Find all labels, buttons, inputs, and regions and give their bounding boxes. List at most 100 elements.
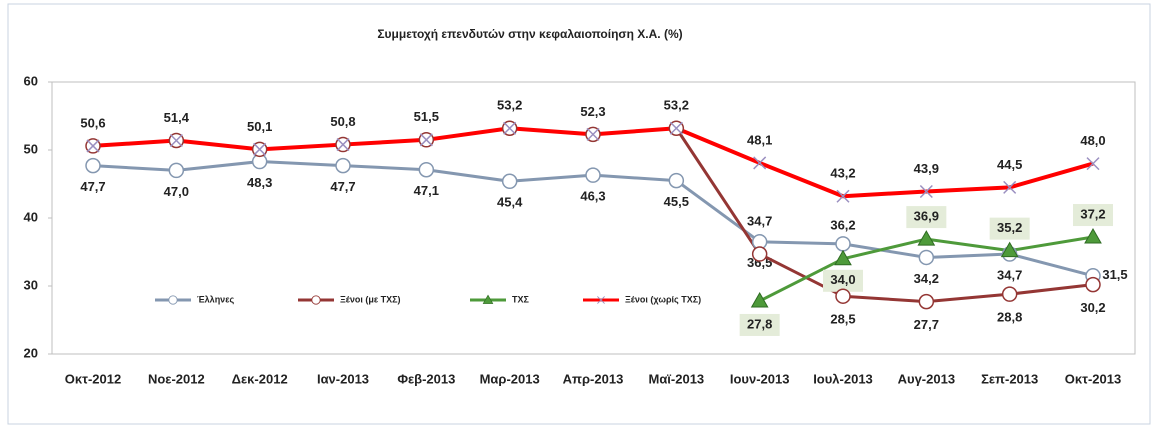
data-label: 50,6 — [80, 115, 105, 130]
data-label: 36,5 — [747, 255, 772, 270]
data-label: 36,9 — [914, 209, 939, 224]
label-box — [823, 269, 863, 292]
chart-title: Συμμετοχή επενδυτών στην κεφαλαιοποίηση … — [377, 27, 682, 41]
data-label: 37,2 — [1080, 206, 1105, 221]
data-label: 28,5 — [830, 312, 855, 327]
x-tick-label: Σεπ-2013 — [981, 371, 1038, 386]
label-box — [906, 206, 947, 229]
marker — [503, 121, 517, 135]
x-tick-label: Ιουλ-2013 — [813, 371, 873, 386]
marker — [1086, 157, 1100, 171]
marker — [168, 162, 185, 179]
data-label: 52,3 — [580, 104, 605, 119]
data-label: 28,8 — [997, 310, 1022, 325]
label-box — [739, 313, 780, 336]
x-tick-label: Μαρ-2013 — [480, 371, 540, 386]
data-label: 34,7 — [747, 213, 772, 228]
data-label: 34,2 — [914, 271, 939, 286]
y-tick-label: 50 — [24, 141, 38, 156]
x-tick-label: Απρ-2013 — [563, 371, 624, 386]
x-tick-label: Δεκ-2012 — [232, 371, 288, 386]
data-label: 51,5 — [414, 109, 439, 124]
y-tick-label: 30 — [24, 277, 38, 292]
data-label: 27,8 — [747, 316, 772, 331]
data-label: 47,1 — [414, 183, 439, 198]
legend-item: ΤΧΣ — [470, 294, 530, 304]
marker — [85, 157, 101, 174]
y-tick-label: 60 — [24, 73, 38, 88]
marker — [501, 173, 518, 190]
marker — [669, 121, 683, 135]
marker — [311, 295, 321, 305]
marker — [751, 246, 768, 262]
marker — [919, 184, 933, 199]
marker — [335, 157, 351, 174]
marker — [918, 249, 935, 266]
marker — [835, 236, 851, 252]
x-tick-label: Οκτ-2012 — [65, 371, 121, 386]
data-label: 34,0 — [830, 272, 855, 287]
legend-label: Ξένοι (με ΤΧΣ) — [340, 294, 401, 304]
data-label: 53,2 — [497, 98, 522, 113]
marker — [836, 189, 850, 203]
data-label: 45,4 — [497, 195, 523, 210]
data-label: 45,5 — [664, 194, 689, 209]
data-label: 50,8 — [330, 114, 355, 129]
marker — [419, 133, 433, 147]
data-label: 48,1 — [747, 132, 772, 147]
marker — [1001, 286, 1018, 302]
marker — [1084, 228, 1102, 244]
data-label: 48,0 — [1080, 133, 1105, 148]
x-tick-label: Αυγ-2013 — [898, 371, 955, 386]
x-tick-label: Ιαν-2013 — [317, 371, 369, 386]
data-label: 47,7 — [330, 179, 355, 194]
marker — [918, 293, 935, 310]
marker — [418, 161, 435, 178]
x-tick-label: Φεβ-2013 — [397, 371, 455, 386]
data-label: 34,7 — [997, 267, 1022, 282]
marker — [585, 167, 601, 183]
legend-label: Ξένοι (χωρίς ΤΧΣ) — [625, 294, 701, 304]
y-tick-label: 40 — [24, 209, 38, 224]
marker — [253, 142, 267, 156]
marker — [834, 249, 852, 266]
x-tick-label: Μαϊ-2013 — [648, 371, 704, 386]
label-box — [989, 217, 1030, 240]
plot-area — [51, 81, 1136, 355]
data-label: 51,4 — [164, 110, 190, 125]
data-label: 36,2 — [830, 217, 855, 232]
data-label: 44,5 — [997, 157, 1022, 172]
x-tick-label: Ιουν-2013 — [730, 371, 790, 386]
legend-item: Ξένοι (με ΤΧΣ) — [298, 294, 401, 305]
data-label: 27,7 — [914, 317, 939, 332]
marker — [597, 296, 605, 304]
marker — [753, 156, 767, 170]
marker — [482, 294, 494, 304]
data-label: 35,2 — [997, 220, 1022, 235]
legend-item: Έλληνες — [155, 294, 234, 305]
x-tick-label: Οκτ-2013 — [1065, 371, 1121, 386]
marker — [1003, 180, 1017, 194]
data-label: 47,7 — [80, 179, 105, 194]
marker — [586, 127, 600, 141]
data-label: 48,3 — [247, 175, 272, 190]
y-tick-label: 20 — [24, 345, 38, 360]
marker — [750, 291, 769, 308]
data-label: 47,0 — [164, 184, 189, 199]
data-label: 50,1 — [247, 119, 272, 134]
marker — [1000, 241, 1019, 258]
marker — [168, 295, 178, 305]
data-label: 31,5 — [1102, 267, 1127, 282]
data-label: 53,2 — [664, 98, 689, 113]
data-label: 46,3 — [580, 189, 605, 204]
marker — [336, 138, 350, 152]
data-label: 43,9 — [914, 161, 939, 176]
marker — [917, 230, 936, 246]
marker — [835, 288, 851, 304]
marker — [1085, 276, 1101, 293]
marker — [668, 172, 685, 189]
x-tick-label: Νοε-2012 — [148, 371, 205, 386]
data-label: 30,2 — [1080, 300, 1105, 315]
data-label: 43,2 — [830, 166, 855, 181]
